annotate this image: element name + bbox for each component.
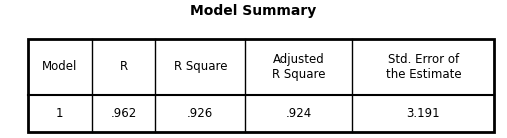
Text: Model Summary: Model Summary [190,4,317,18]
Text: Std. Error of
the Estimate: Std. Error of the Estimate [385,53,461,81]
Text: Model: Model [42,60,78,73]
Text: .926: .926 [187,107,213,120]
Text: 3.191: 3.191 [407,107,440,120]
Bar [28,39,494,132]
Text: .962: .962 [111,107,136,120]
Text: 1: 1 [56,107,63,120]
Text: .924: .924 [285,107,312,120]
Text: Adjusted
R Square: Adjusted R Square [272,53,325,81]
Text: R Square: R Square [173,60,227,73]
Text: R: R [120,60,128,73]
